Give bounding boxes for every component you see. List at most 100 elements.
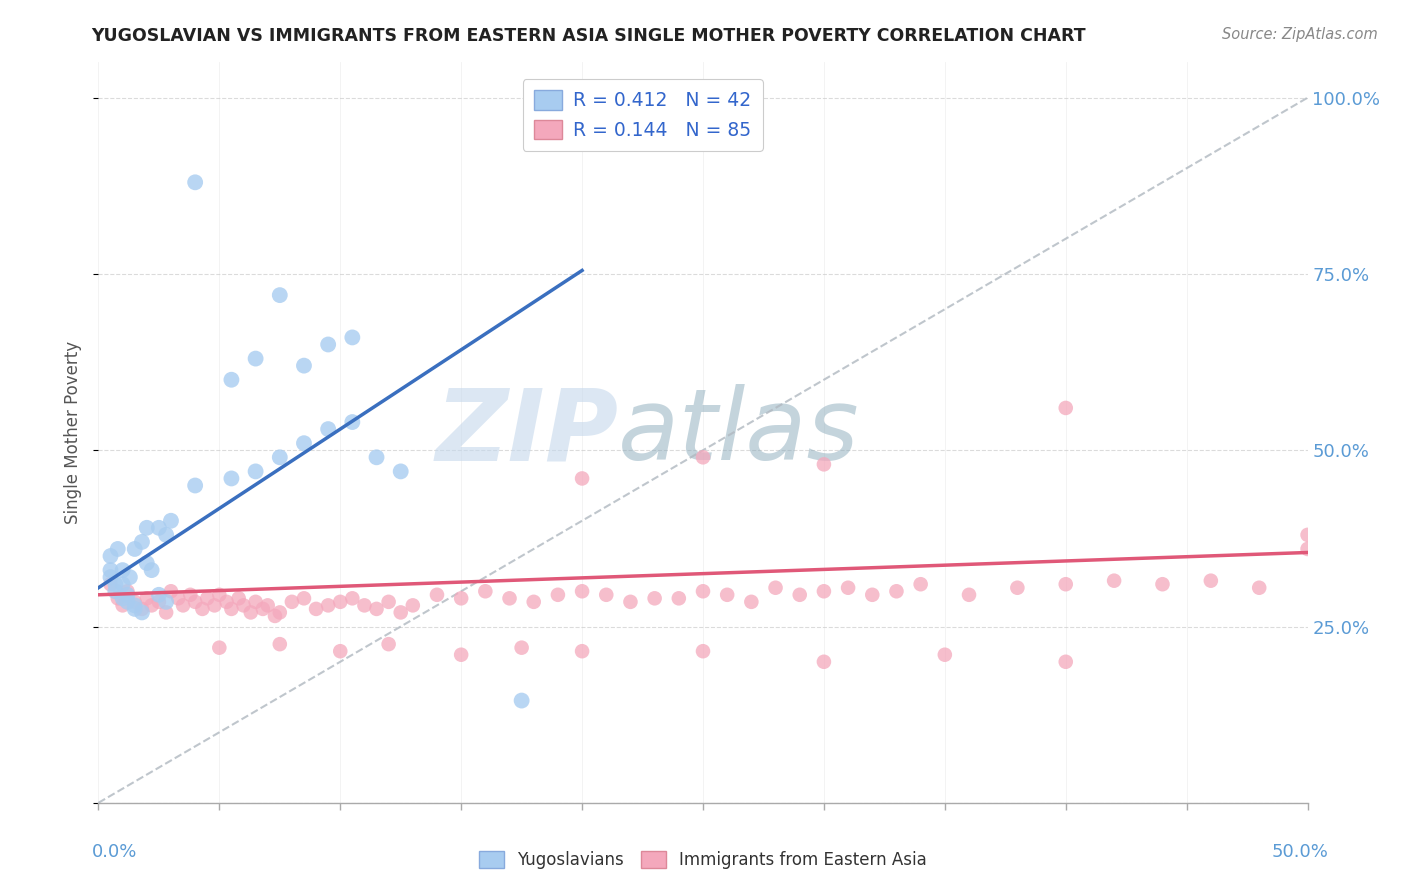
Point (1054, 655, 1077, 669)
Text: 50.0%: 50.0% (1272, 843, 1329, 861)
Point (131, 535, 153, 549)
Point (148, 595, 170, 609)
Point (167, 591, 190, 606)
Point (160, 514, 183, 528)
Point (184, 595, 207, 609)
Point (1296, 528, 1319, 542)
Point (124, 595, 146, 609)
Point (160, 584, 183, 599)
Point (239, 606, 262, 620)
Point (329, 644, 352, 658)
Point (155, 528, 177, 542)
Point (107, 591, 129, 606)
Point (124, 541, 146, 556)
Point (305, 602, 328, 616)
Point (155, 595, 177, 609)
Point (131, 606, 153, 620)
Point (595, 588, 617, 602)
Point (619, 595, 641, 609)
Point (342, 415, 364, 429)
Y-axis label: Single Mother Poverty: Single Mother Poverty (65, 341, 83, 524)
Point (692, 450, 714, 465)
Point (1296, 541, 1319, 556)
Point (104, 584, 127, 599)
Point (716, 588, 738, 602)
Point (934, 648, 956, 662)
Point (179, 588, 201, 602)
Point (281, 595, 304, 609)
Point (100, 549, 122, 563)
Point (389, 464, 412, 478)
Point (813, 584, 835, 599)
Point (292, 436, 315, 450)
Point (221, 373, 243, 387)
Point (221, 602, 243, 616)
Point (366, 602, 388, 616)
Point (353, 599, 375, 613)
Point (100, 563, 122, 577)
Point (135, 556, 157, 570)
Point (148, 588, 170, 602)
Point (316, 337, 339, 351)
Point (450, 648, 472, 662)
Point (124, 602, 146, 616)
Point (837, 581, 859, 595)
Point (510, 640, 533, 655)
Point (402, 599, 425, 613)
Point (789, 588, 811, 602)
Point (366, 450, 388, 465)
Point (100, 577, 122, 591)
Point (571, 644, 593, 658)
Point (1102, 574, 1125, 588)
Point (245, 464, 267, 478)
Point (141, 563, 163, 577)
Point (117, 588, 139, 602)
Point (111, 599, 134, 613)
Point (740, 595, 762, 609)
Point (377, 595, 399, 609)
Point (135, 591, 157, 606)
Text: atlas: atlas (619, 384, 860, 481)
Point (107, 541, 129, 556)
Point (111, 577, 134, 591)
Point (474, 584, 496, 599)
Point (571, 471, 593, 485)
Point (269, 606, 291, 620)
Point (523, 595, 546, 609)
Point (184, 478, 207, 492)
Point (269, 450, 291, 465)
Point (910, 577, 932, 591)
Point (571, 584, 593, 599)
Point (377, 637, 399, 651)
Point (450, 591, 472, 606)
Point (813, 655, 835, 669)
Point (292, 591, 315, 606)
Point (221, 471, 243, 485)
Point (252, 602, 274, 616)
Point (118, 570, 141, 584)
Point (342, 330, 364, 344)
Point (1007, 581, 1029, 595)
Point (104, 577, 127, 591)
Point (547, 588, 569, 602)
Point (498, 591, 520, 606)
Text: 0.0%: 0.0% (91, 843, 136, 861)
Point (100, 570, 122, 584)
Point (1054, 577, 1077, 591)
Text: YUGOSLAVIAN VS IMMIGRANTS FROM EASTERN ASIA SINGLE MOTHER POVERTY CORRELATION CH: YUGOSLAVIAN VS IMMIGRANTS FROM EASTERN A… (91, 27, 1085, 45)
Point (1199, 574, 1222, 588)
Point (692, 644, 714, 658)
Point (184, 175, 207, 189)
Text: Source: ZipAtlas.com: Source: ZipAtlas.com (1222, 27, 1378, 42)
Point (269, 288, 291, 302)
Point (117, 584, 139, 599)
Point (316, 599, 339, 613)
Text: ZIP: ZIP (436, 384, 619, 481)
Point (124, 599, 146, 613)
Point (1152, 577, 1174, 591)
Point (269, 637, 291, 651)
Point (148, 521, 170, 535)
Point (155, 606, 177, 620)
Point (111, 563, 134, 577)
Point (426, 588, 449, 602)
